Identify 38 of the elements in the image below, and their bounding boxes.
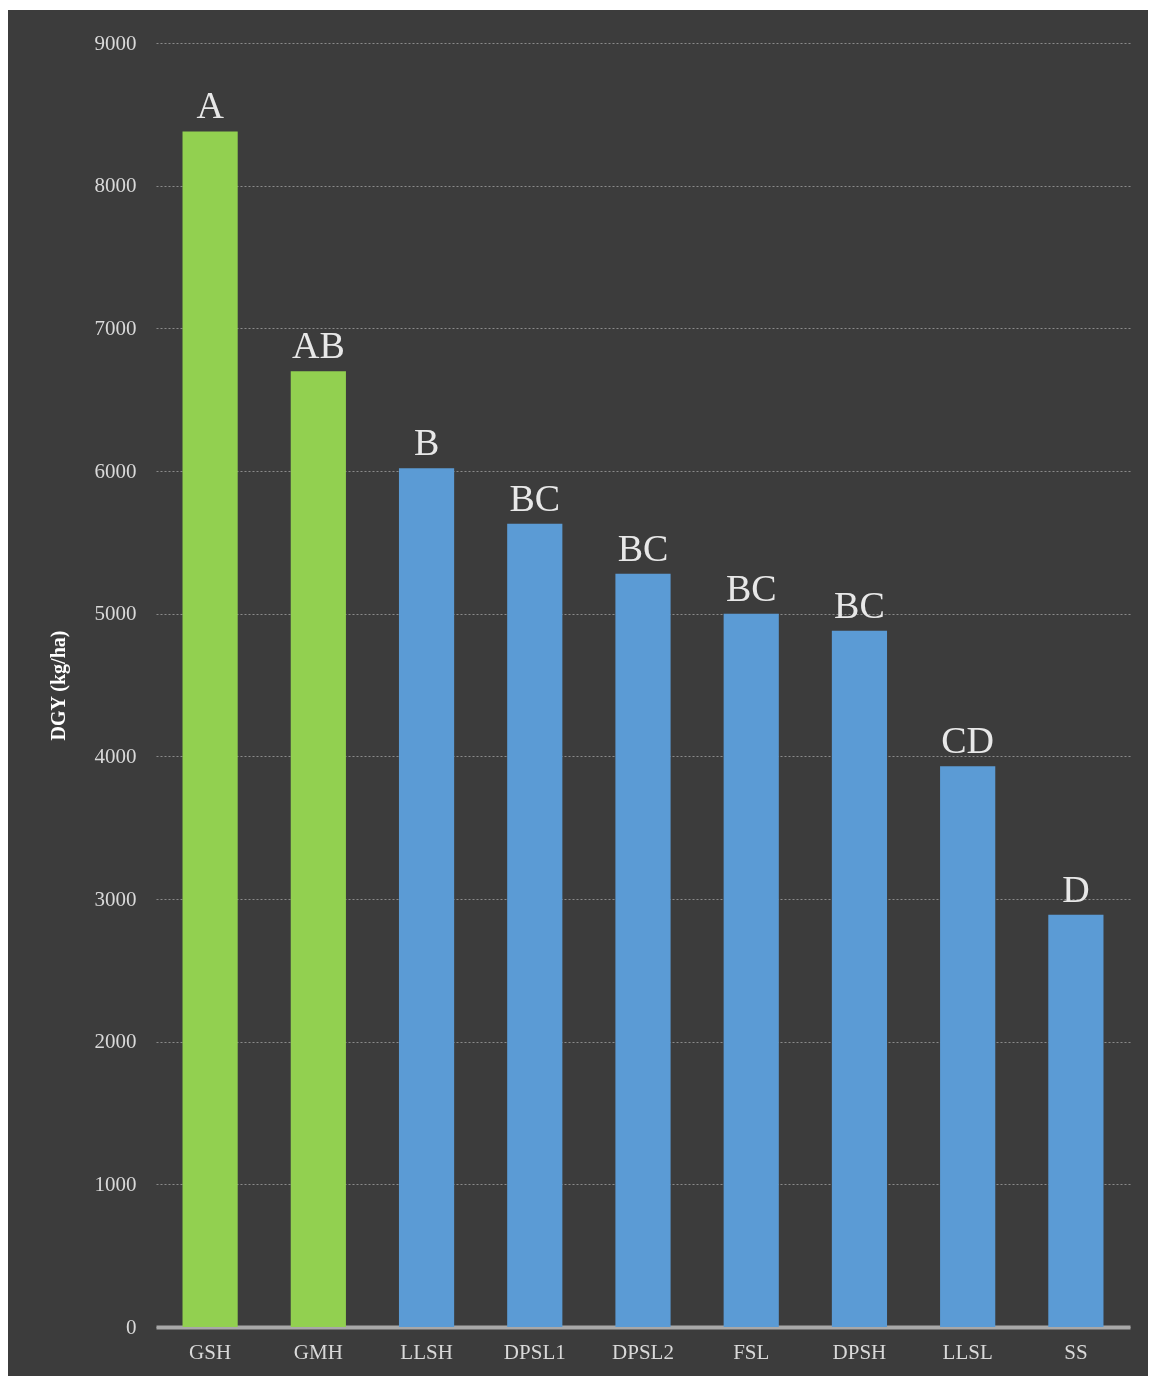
y-tick-label: 7000 bbox=[94, 315, 137, 340]
bar bbox=[507, 523, 563, 1327]
annotation: BC bbox=[509, 476, 561, 519]
bar bbox=[398, 468, 455, 1327]
x-tick-label: GSH bbox=[189, 1339, 232, 1364]
bar bbox=[182, 131, 238, 1327]
bar bbox=[723, 613, 779, 1327]
x-tick-label: DPSL2 bbox=[612, 1339, 674, 1364]
bar bbox=[290, 371, 346, 1327]
annotation: CD bbox=[941, 719, 995, 762]
y-axis-title: DGY (kg/ha) bbox=[46, 630, 70, 741]
bar bbox=[940, 766, 996, 1327]
x-tick-label: GMH bbox=[293, 1339, 343, 1364]
y-tick-label: 6000 bbox=[94, 458, 137, 483]
y-tick-label: 1000 bbox=[94, 1171, 137, 1196]
bar bbox=[831, 630, 888, 1327]
x-tick-label: DPSH bbox=[832, 1339, 887, 1364]
x-tick-label: FSL bbox=[733, 1339, 770, 1364]
annotation: B bbox=[413, 421, 440, 464]
y-tick-label: 0 bbox=[126, 1314, 137, 1339]
y-tick-label: 8000 bbox=[94, 173, 137, 198]
annotation: BC bbox=[834, 583, 885, 626]
annotation: D bbox=[1062, 867, 1090, 910]
y-tick-label: 2000 bbox=[94, 1029, 137, 1054]
y-tick-label: 9000 bbox=[94, 30, 137, 55]
bar bbox=[1048, 914, 1104, 1327]
x-tick-label: SS bbox=[1064, 1339, 1088, 1364]
x-tick-label: LLSH bbox=[400, 1339, 453, 1364]
annotation: BC bbox=[725, 566, 777, 609]
y-tick-label: 4000 bbox=[94, 743, 137, 768]
bar bbox=[615, 573, 671, 1327]
annotation: A bbox=[196, 84, 225, 127]
y-tick-label: 5000 bbox=[94, 601, 137, 626]
annotation: AB bbox=[291, 324, 345, 367]
x-tick-label: LLSL bbox=[942, 1339, 993, 1364]
y-tick-label: 3000 bbox=[94, 886, 137, 911]
x-tick-label: DPSL1 bbox=[503, 1339, 566, 1364]
annotation: BC bbox=[617, 526, 669, 569]
